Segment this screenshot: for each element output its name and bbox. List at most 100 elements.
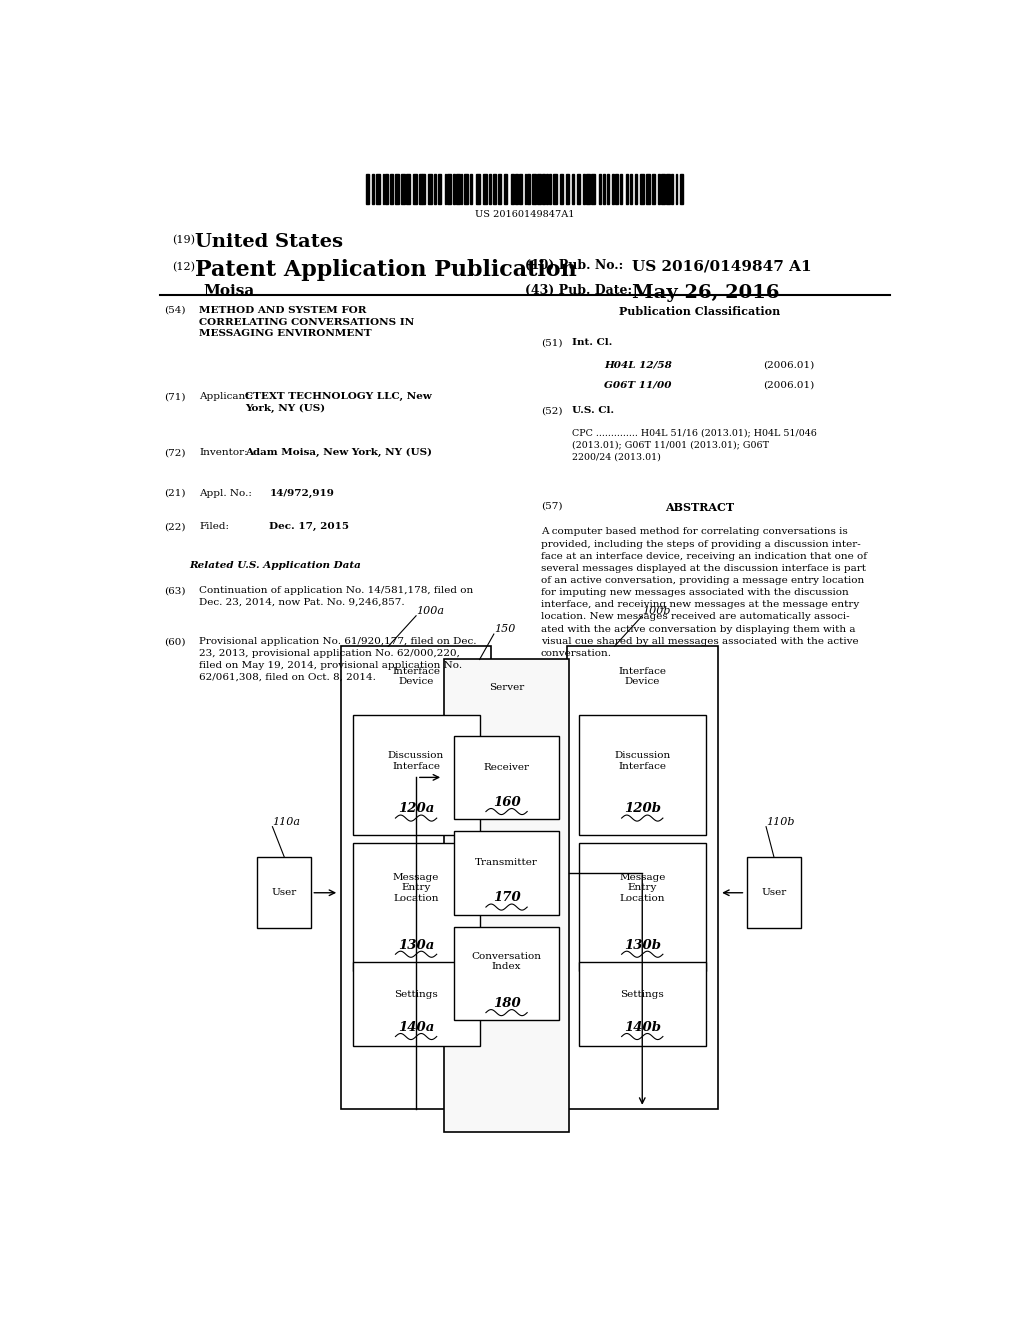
Bar [592,174,595,205]
Text: Settings: Settings [394,990,438,998]
Bar [428,174,432,205]
Text: (54): (54) [164,306,185,314]
Bar [456,174,460,205]
Text: Interface
Device: Interface Device [618,667,667,686]
Text: Related U.S. Application Data: Related U.S. Application Data [188,561,360,570]
Text: 150: 150 [494,624,515,634]
Bar [352,715,479,836]
Text: (10) Pub. No.:: (10) Pub. No.: [524,259,623,272]
Text: Provisional application No. 61/920,177, filed on Dec.
23, 2013, provisional appl: Provisional application No. 61/920,177, … [200,638,477,681]
Text: Int. Cl.: Int. Cl. [572,338,612,347]
Text: CPC .............. H04L 51/16 (2013.01); H04L 51/046
(2013.01); G06T 11/001 (201: CPC .............. H04L 51/16 (2013.01);… [572,429,817,462]
Bar [666,174,670,205]
Bar [373,174,374,205]
Text: METHOD AND SYSTEM FOR
CORRELATING CONVERSATIONS IN
MESSAGING ENVIRONMENT: METHOD AND SYSTEM FOR CORRELATING CONVER… [200,306,415,338]
Bar [583,174,585,205]
Text: A computer based method for correlating conversations is
provided, including the: A computer based method for correlating … [541,528,866,657]
Text: (19): (19) [172,235,195,246]
Text: United States: United States [196,232,343,251]
Bar [433,174,436,205]
Bar [413,174,417,205]
Text: May 26, 2016: May 26, 2016 [632,284,779,302]
Bar [395,174,398,205]
Text: Discussion
Interface: Discussion Interface [614,751,671,771]
Text: U.S. Cl.: U.S. Cl. [572,407,614,416]
Bar [621,174,623,205]
Text: 120b: 120b [624,803,660,816]
Bar [578,174,581,205]
Bar [515,174,518,205]
Bar [646,174,650,205]
Bar [652,174,655,205]
Text: User: User [762,888,786,898]
Bar [447,174,451,205]
Bar [489,174,492,205]
Text: (43) Pub. Date:: (43) Pub. Date: [524,284,632,297]
Text: 100a: 100a [416,606,444,615]
Bar [443,660,569,1133]
Text: 120a: 120a [398,803,434,816]
Bar [602,174,605,205]
Bar [437,174,441,205]
Text: 180: 180 [493,997,520,1010]
Bar [658,174,659,205]
Bar [470,174,472,205]
Text: Inventor:: Inventor: [200,447,248,457]
Bar [511,174,514,205]
Bar [680,174,683,205]
Text: ABSTRACT: ABSTRACT [665,502,734,513]
Text: 110b: 110b [766,817,795,826]
Bar [455,832,559,915]
Text: (63): (63) [164,586,185,595]
Text: Receiver: Receiver [483,763,529,772]
Text: G06T 11/00: G06T 11/00 [604,381,672,389]
Bar [572,174,574,205]
Text: Transmitter: Transmitter [475,858,538,867]
Bar [475,174,479,205]
Bar [748,857,801,928]
Text: Message
Entry
Location: Message Entry Location [620,873,666,903]
Text: Discussion
Interface: Discussion Interface [388,751,444,771]
Bar [455,735,559,818]
Text: (2006.01): (2006.01) [763,381,814,389]
Text: Server: Server [488,684,524,693]
Text: Patent Application Publication: Patent Application Publication [196,259,578,281]
Text: Applicant:: Applicant: [200,392,253,401]
Text: (21): (21) [164,488,185,498]
Text: Filed:: Filed: [200,523,229,531]
Bar [453,174,455,205]
Bar [527,174,530,205]
Text: Settings: Settings [621,990,665,998]
Bar [419,174,422,205]
Bar [401,174,404,205]
Text: (22): (22) [164,523,185,531]
Text: (12): (12) [172,263,195,272]
Text: (2006.01): (2006.01) [763,360,814,370]
Bar [504,174,507,205]
Bar [546,174,548,205]
Bar [482,174,486,205]
Text: (52): (52) [541,407,562,416]
Text: (57): (57) [541,502,562,511]
Bar [640,174,644,205]
Text: (51): (51) [541,338,562,347]
Text: US 20160149847A1: US 20160149847A1 [475,210,574,219]
Bar [423,174,425,205]
Bar [531,174,536,205]
Bar [455,927,559,1020]
Bar [377,174,380,205]
Text: Dec. 17, 2015: Dec. 17, 2015 [269,523,349,531]
Text: Moisa: Moisa [204,284,255,298]
Text: (60): (60) [164,638,185,645]
Text: Appl. No.:: Appl. No.: [200,488,252,498]
Text: 130b: 130b [624,939,660,952]
Text: 170: 170 [493,891,520,904]
Bar [444,174,446,205]
Bar [560,174,563,205]
Bar [626,174,628,205]
Bar [543,174,545,205]
Bar [352,962,479,1045]
Bar [385,174,388,205]
Bar [567,647,718,1109]
Text: Conversation
Index: Conversation Index [471,952,542,972]
